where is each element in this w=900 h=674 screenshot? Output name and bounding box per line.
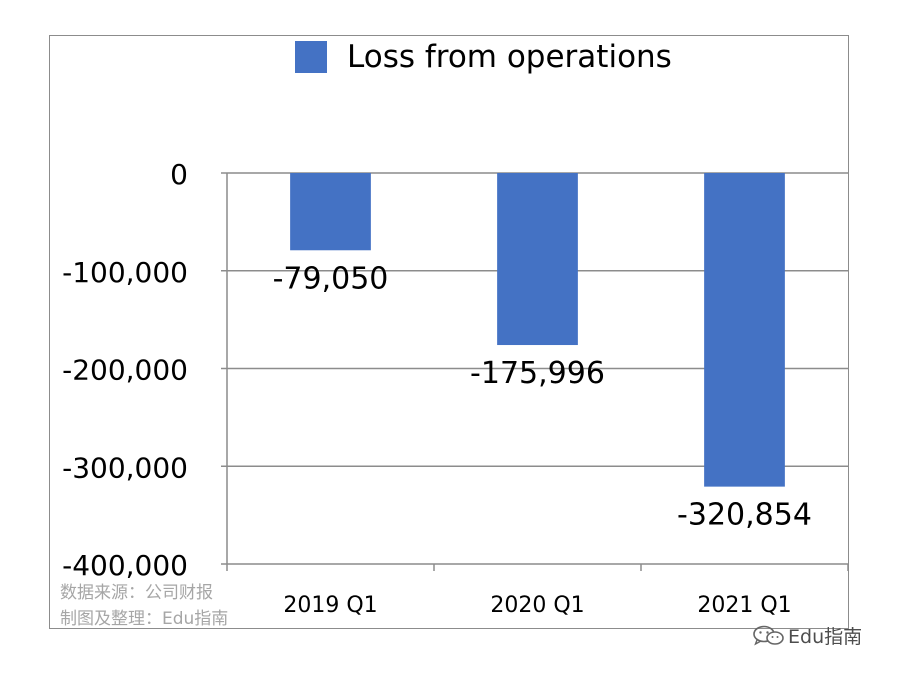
watermark-text: Edu指南 [788, 626, 863, 648]
y-tick-labels: 0 -100,000 -200,000 -300,000 -400,000 [62, 158, 188, 582]
legend-label: Loss from operations [347, 39, 672, 75]
legend-swatch [295, 41, 327, 73]
wechat-icon [753, 625, 784, 646]
x-tick-label: 2019 Q1 [283, 593, 377, 618]
y-tick-label: -400,000 [62, 549, 188, 582]
y-tick-label: 0 [170, 158, 188, 191]
data-label: -79,050 [273, 261, 389, 296]
data-labels: -79,050 -175,996 -320,854 [273, 261, 812, 532]
x-tick-label: 2020 Q1 [490, 593, 584, 618]
data-label: -320,854 [677, 498, 812, 533]
y-tick-label: -300,000 [62, 451, 188, 484]
bar [497, 173, 578, 346]
x-tick-label: 2021 Q1 [697, 593, 791, 618]
source-note-line-1: 数据来源：公司财报 [60, 583, 213, 603]
bars [290, 173, 785, 487]
x-tick-labels: 2019 Q1 2020 Q1 2021 Q1 [283, 593, 791, 618]
source-note-line-2: 制图及整理：Edu指南 [60, 609, 229, 629]
legend: Loss from operations [295, 38, 672, 76]
source-note: 数据来源：公司财报 制图及整理：Edu指南 [60, 580, 228, 632]
bar [704, 173, 785, 487]
watermark: Edu指南 [752, 622, 862, 649]
y-tick-label: -100,000 [62, 256, 188, 289]
data-label: -175,996 [470, 356, 605, 391]
bar [290, 173, 371, 251]
y-tick-label: -200,000 [62, 354, 188, 387]
axes [221, 172, 849, 571]
chart-frame [49, 35, 849, 629]
